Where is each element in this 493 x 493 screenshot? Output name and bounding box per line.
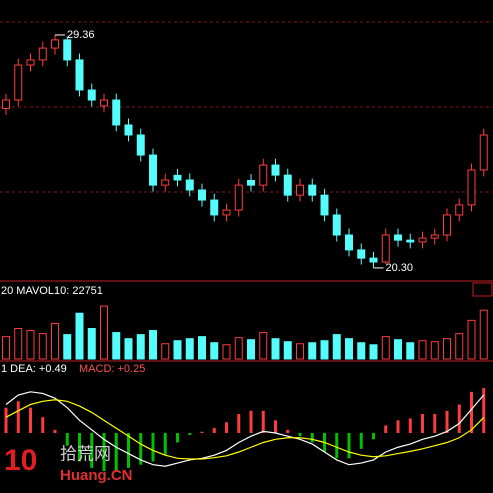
candle-body xyxy=(185,179,194,191)
volume-bar xyxy=(136,334,145,360)
volume-bar xyxy=(283,341,292,360)
volume-bar xyxy=(357,342,366,360)
candle-body xyxy=(394,234,402,241)
candle-body xyxy=(124,124,133,136)
watermark-name: 拾荒网 xyxy=(60,444,111,463)
candle-body xyxy=(259,164,268,186)
dif-line xyxy=(5,391,485,467)
volume-bar xyxy=(26,330,35,360)
candle-body xyxy=(149,154,157,186)
candle-body xyxy=(430,234,439,239)
volume-bar xyxy=(210,342,219,360)
candle-body xyxy=(479,134,488,171)
volume-bar xyxy=(430,341,439,360)
price-grid xyxy=(0,21,493,193)
candle-body xyxy=(51,39,59,49)
volume-bar xyxy=(234,337,243,360)
volume-bar xyxy=(320,340,329,360)
watermark: 10 拾荒网 Huang.CN xyxy=(4,444,133,484)
candle-body xyxy=(173,174,182,181)
volume-bar xyxy=(2,336,10,360)
volume-bar xyxy=(259,332,268,360)
candle-body xyxy=(308,184,317,196)
volume-bar xyxy=(455,333,464,360)
candle-body xyxy=(406,239,415,243)
candle-body xyxy=(332,214,341,236)
volume-bar xyxy=(198,336,206,360)
candle-body xyxy=(26,59,35,66)
volume-bar xyxy=(479,309,488,360)
watermark-site: Huang.CN xyxy=(60,467,133,484)
candle-body xyxy=(296,184,304,196)
candle-body xyxy=(198,189,206,201)
volume-bar xyxy=(112,332,121,360)
volume-bar xyxy=(332,334,341,360)
candle-body xyxy=(222,209,231,216)
candle-body xyxy=(345,234,353,251)
candle-body xyxy=(247,179,255,186)
volume-bar xyxy=(271,338,280,360)
candle-body xyxy=(63,39,72,61)
volume-title: 20 MAVOL10: 22751 xyxy=(1,285,103,297)
volume-bar xyxy=(369,344,378,360)
panel-box xyxy=(472,282,493,297)
volume-bar xyxy=(14,328,23,360)
volume-bar xyxy=(124,338,133,360)
volume-bar xyxy=(63,334,72,360)
candle-body xyxy=(75,59,84,91)
candle-body xyxy=(161,179,170,186)
volume-bar xyxy=(406,342,415,360)
volume-bar xyxy=(381,336,390,360)
candle-body xyxy=(234,184,243,211)
volume-bar xyxy=(467,319,476,360)
volume-bar xyxy=(38,333,47,360)
volume-bar xyxy=(345,338,353,360)
extreme-label: 29.36 xyxy=(67,29,95,41)
candle-body xyxy=(320,194,329,216)
candle-body xyxy=(87,89,96,101)
volume-bar xyxy=(161,343,170,360)
volume-bar xyxy=(75,312,84,360)
candle-body xyxy=(112,99,121,126)
volume-bar xyxy=(247,339,255,360)
volume-bar xyxy=(173,340,182,360)
macd-subtitle: MACD: +0.25 xyxy=(79,363,145,375)
volume-bar xyxy=(100,305,108,360)
candle-body xyxy=(418,237,427,243)
dea-line xyxy=(5,399,485,460)
candle-body xyxy=(271,164,280,176)
candle-body xyxy=(381,234,390,263)
candle-body xyxy=(443,214,451,236)
watermark-logo: 10 xyxy=(4,444,37,477)
volume-bar xyxy=(185,338,194,360)
candle-body xyxy=(467,169,476,206)
volume-bar xyxy=(308,342,317,360)
volume-bar xyxy=(149,330,157,360)
candle-body xyxy=(455,204,464,216)
volume-bar xyxy=(222,344,231,360)
candle-body xyxy=(357,249,366,259)
candle-body xyxy=(14,64,23,101)
volume-bar xyxy=(51,322,59,360)
candle-body xyxy=(136,134,145,156)
candle-body xyxy=(100,99,108,107)
volume-bar xyxy=(418,340,427,360)
extreme-label: 20.30 xyxy=(386,262,414,274)
volume-bar xyxy=(394,339,402,360)
macd-title: 1 DEA: +0.49 xyxy=(1,363,67,375)
candle-body xyxy=(369,257,378,263)
candle-body xyxy=(2,99,10,110)
volume-bar xyxy=(87,328,96,360)
candle-body xyxy=(283,174,292,196)
candle-body xyxy=(210,199,219,216)
volume-bar xyxy=(296,343,304,360)
volume-bar xyxy=(443,338,451,360)
candle-body xyxy=(38,47,47,61)
